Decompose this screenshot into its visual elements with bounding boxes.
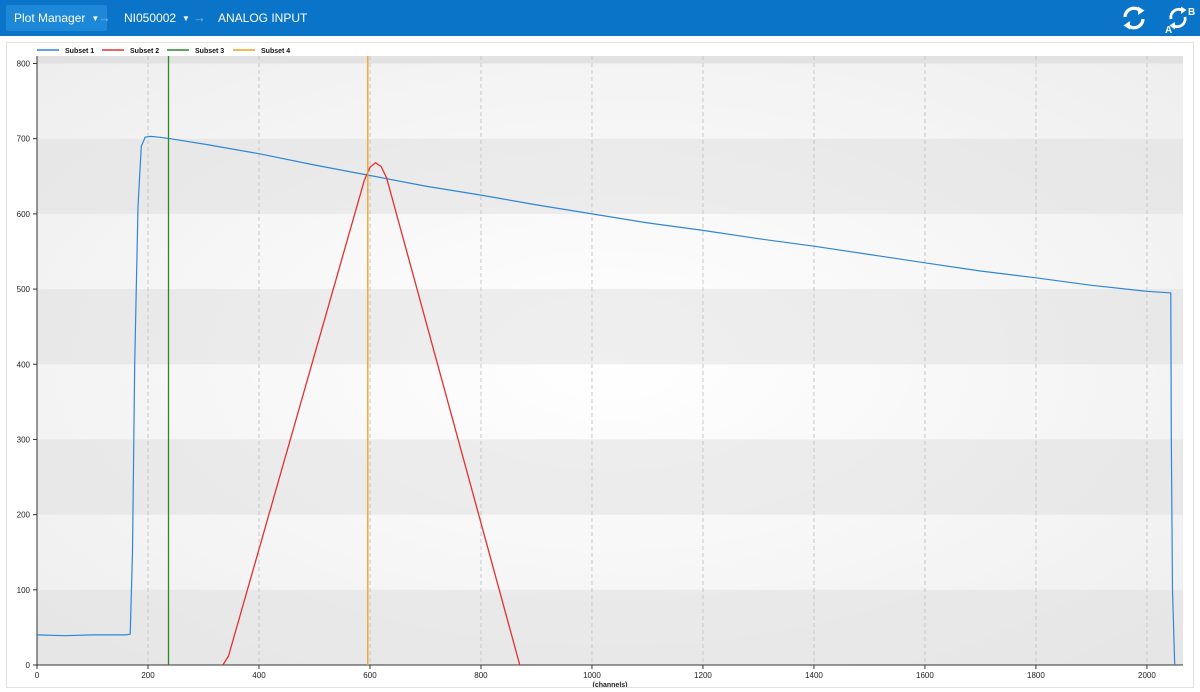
y-tick-label: 100: [17, 586, 31, 595]
legend-label: Subset 2: [130, 48, 159, 55]
breadcrumb-label: Plot Manager: [14, 11, 86, 25]
x-tick-label: 600: [363, 671, 377, 680]
grid-band: [37, 289, 1183, 365]
swap-label-b: B: [1188, 7, 1195, 18]
y-tick-label: 400: [17, 360, 31, 369]
grid-band: [37, 56, 1183, 64]
plot-area: 0 100 200 300 400 500 600 700 800 0 200 400 600 800 10…: [6, 42, 1194, 689]
y-tick-label: 700: [17, 135, 31, 144]
y-tick-label: 200: [17, 511, 31, 520]
x-tick-label: 0: [35, 671, 40, 680]
y-tick-label: 600: [17, 210, 31, 219]
grid-band: [37, 138, 1183, 214]
x-tick-label: 800: [474, 671, 488, 680]
x-tick-label: 1000: [583, 671, 601, 680]
x-tick-label: 1800: [1027, 671, 1045, 680]
grid-band: [37, 56, 1183, 64]
y-tick-label: 500: [17, 285, 31, 294]
grid-band: [37, 439, 1183, 515]
subset-2-line: [222, 162, 521, 666]
refresh-icon[interactable]: [1119, 4, 1149, 32]
subset-1-line: [36, 135, 1176, 666]
x-tick-label: 200: [141, 671, 155, 680]
top-bar: Plot Manager ▼ → NI050002 ▼ → ANALOG INPUT…: [0, 0, 1200, 36]
x-tick-label: 1600: [916, 671, 934, 680]
arrow-right-icon: →: [193, 10, 206, 25]
breadcrumb-plot-manager[interactable]: Plot Manager ▼: [6, 5, 108, 31]
breadcrumb-analog-input[interactable]: ANALOG INPUT: [218, 0, 307, 36]
legend-label: Subset 3: [195, 48, 224, 55]
swap-ab-icon[interactable]: B A: [1163, 4, 1195, 36]
legend-label: Subset 1: [65, 48, 94, 55]
arrow-right-icon: →: [98, 10, 111, 25]
x-tick-label: 1200: [694, 671, 712, 680]
line-chart: 0 100 200 300 400 500 600 700 800 0 200 400 600 800 10…: [17, 48, 1183, 689]
x-tick-label: 1400: [805, 671, 823, 680]
y-tick-label: 0: [26, 661, 31, 670]
y-tick-label: 300: [17, 435, 31, 444]
x-axis-label: (channels): [592, 682, 627, 687]
caret-down-icon: ▼: [182, 14, 190, 23]
grid-band: [37, 589, 1183, 665]
x-tick-label: 2000: [1138, 671, 1156, 680]
breadcrumb-label: ANALOG INPUT: [218, 11, 308, 25]
plot-background: [37, 56, 1183, 665]
legend-label: Subset 4: [261, 48, 290, 55]
breadcrumb-label: NI050002: [124, 11, 177, 25]
swap-label-a: A: [1165, 25, 1172, 34]
x-tick-label: 400: [252, 671, 266, 680]
y-tick-label: 800: [17, 60, 31, 69]
breadcrumb-ni050002[interactable]: NI050002 ▼: [124, 0, 190, 36]
caret-down-icon: ▼: [91, 14, 100, 23]
